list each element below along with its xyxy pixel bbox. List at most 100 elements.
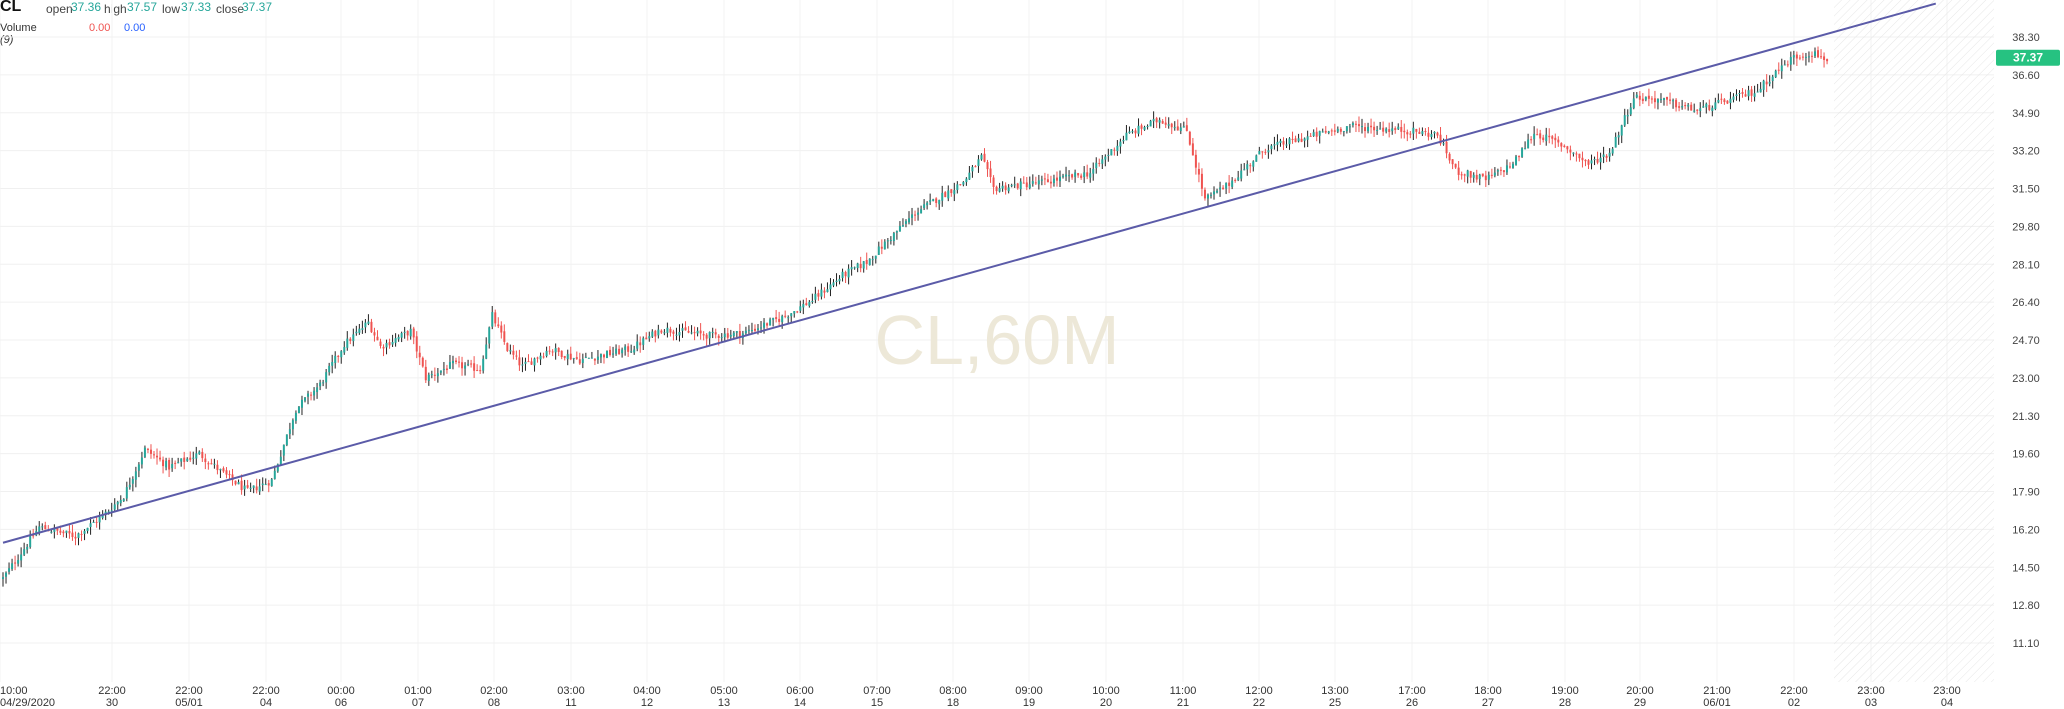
candle-body (687, 330, 690, 333)
candle-body (1028, 184, 1031, 189)
candle-body (929, 200, 932, 202)
candle-body (1004, 185, 1007, 191)
candle-body (1810, 55, 1813, 57)
candle-body (119, 500, 122, 504)
trendline[interactable] (2, 2, 1937, 544)
candle-body (382, 346, 385, 349)
candle-body (122, 499, 125, 502)
candle-body (596, 356, 599, 360)
candle-body (941, 192, 944, 201)
candle-body (569, 353, 572, 360)
candle-body (1101, 159, 1104, 164)
candle-body (409, 328, 412, 337)
candle-body (1445, 141, 1448, 154)
candle-body (1303, 138, 1306, 141)
candle-body (989, 168, 992, 178)
candle-body (645, 337, 648, 340)
candle-body (288, 429, 291, 434)
candle-body (1768, 81, 1771, 84)
candle-body (536, 357, 539, 359)
candle-body (1466, 170, 1469, 177)
candle-body (609, 349, 612, 356)
candle-body (439, 370, 442, 373)
candle-body (1095, 162, 1098, 169)
candle-body (14, 562, 17, 564)
candle-body (168, 459, 171, 470)
candle-body (1638, 95, 1641, 100)
volume-value-a: 0.00 (89, 22, 111, 34)
candle-body (729, 334, 732, 337)
candle-body (1650, 98, 1653, 100)
y-tick-label: 36.60 (2012, 70, 2040, 82)
y-tick-label: 28.10 (2012, 259, 2040, 271)
candle-body (1255, 155, 1258, 162)
candle-body (654, 330, 657, 337)
candle-body (772, 317, 775, 320)
candle-body (340, 351, 343, 358)
candle-body (1345, 126, 1348, 132)
candle-body (285, 434, 288, 446)
candle-body (923, 204, 926, 209)
candles (2, 46, 1829, 587)
candle-body (448, 362, 451, 369)
candle-body (518, 357, 521, 366)
x-tick-time: 17:00 (1398, 685, 1426, 697)
candle-body (131, 479, 134, 484)
candle-body (917, 212, 920, 215)
candle-body (23, 549, 26, 555)
candle-body (862, 261, 865, 269)
candle-body (1641, 98, 1644, 101)
candle-body (901, 225, 904, 227)
candle-body (234, 480, 237, 485)
candle-body (304, 397, 306, 401)
candle-body (1502, 170, 1505, 173)
candle-body (823, 290, 826, 293)
close-value: 37.37 (242, 0, 273, 14)
candle-body (1666, 96, 1669, 100)
candle-body (325, 372, 328, 383)
candle-body (1403, 130, 1406, 133)
candle-body (216, 464, 219, 471)
candle-body (1675, 99, 1678, 108)
candle-body (1566, 146, 1569, 150)
candle-body (1246, 164, 1249, 170)
candle-body (412, 328, 415, 338)
candle-body (796, 311, 799, 313)
candle-body (2, 577, 4, 579)
candle-body (80, 533, 83, 535)
candle-body (657, 329, 660, 336)
candle-body (1508, 166, 1511, 168)
candle-body (524, 361, 527, 364)
y-tick-label: 29.80 (2012, 221, 2040, 233)
candle-body (1146, 125, 1149, 127)
candle-body (1297, 138, 1300, 142)
candle-body (1702, 106, 1705, 108)
candle-body (1309, 135, 1312, 137)
candle-body (1330, 130, 1333, 132)
candle-body (602, 354, 605, 358)
candle-body (814, 293, 817, 300)
candle-body (1388, 129, 1391, 132)
x-tick-date: 04/29/2020 (0, 697, 55, 709)
candle-body (1385, 128, 1388, 132)
candle-body (763, 322, 766, 328)
candle-body (300, 399, 303, 408)
candle-body (732, 332, 735, 337)
candle-body (1376, 129, 1379, 131)
candle-body (817, 293, 820, 297)
candle-body (1741, 92, 1744, 94)
candle-body (1536, 134, 1539, 136)
candle-body (1626, 114, 1629, 117)
candle-body (442, 368, 445, 370)
x-tick-date: 06 (335, 697, 347, 709)
candle-body (358, 328, 361, 333)
candle-body (1324, 130, 1327, 133)
candle-body (149, 449, 152, 454)
candle-body (1663, 98, 1665, 100)
candle-body (1454, 163, 1457, 168)
candle-body (889, 240, 892, 242)
candle-body (494, 312, 497, 324)
x-tick-date: 18 (947, 697, 959, 709)
candle-body (198, 451, 201, 455)
